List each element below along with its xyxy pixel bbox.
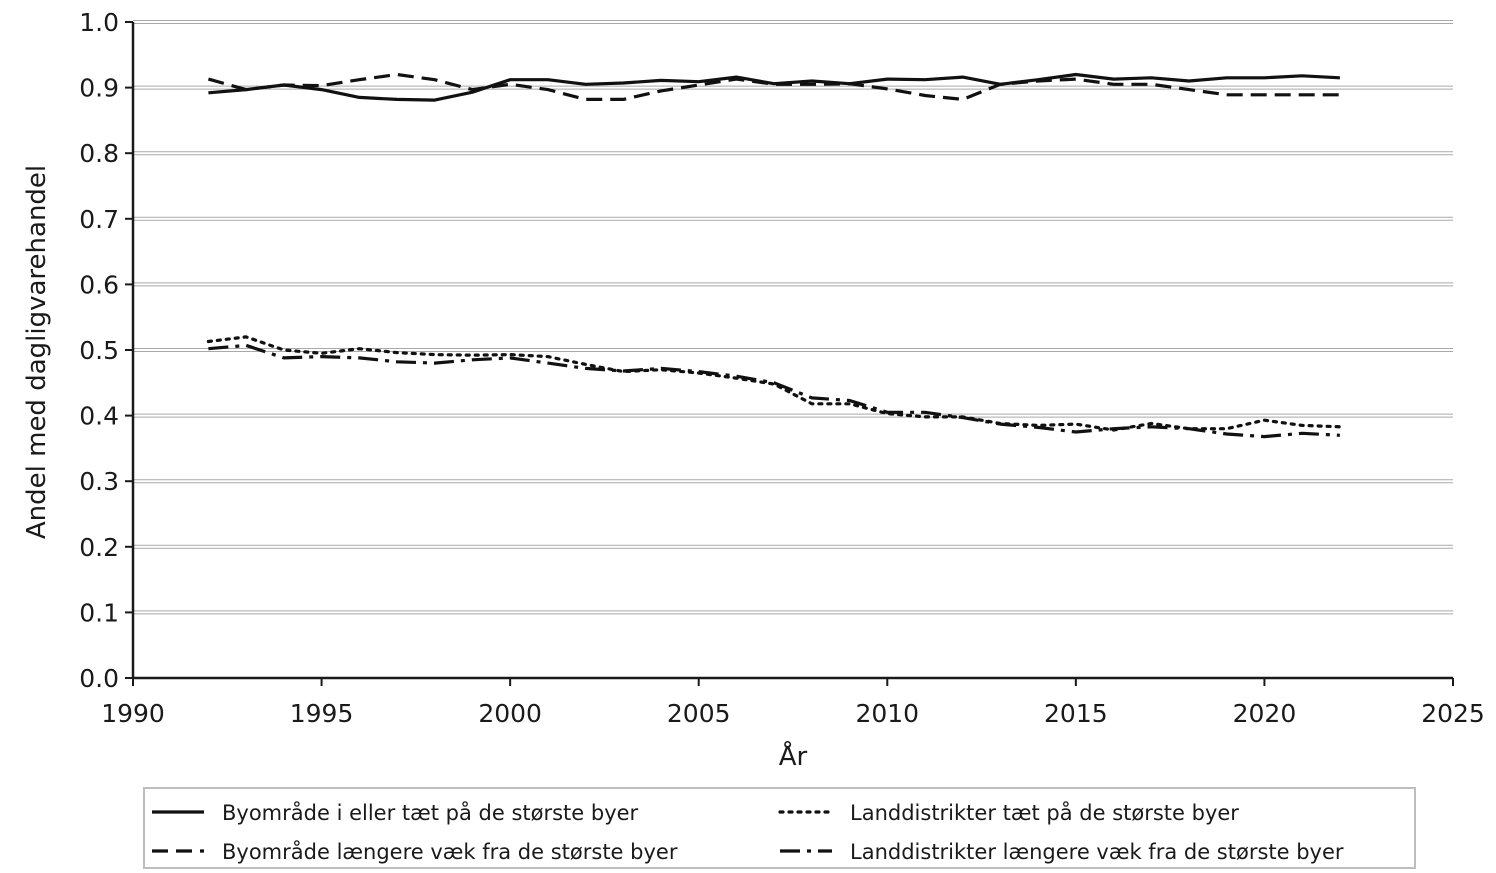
legend: Byområde i eller tæt på de største byer B…	[143, 787, 1416, 869]
gridlines	[133, 20, 1453, 615]
legend-label: Byområde i eller tæt på de største byer	[222, 800, 639, 825]
legend-label: Byområde længere væk fra de største byer	[222, 839, 678, 864]
x-tick-label: 2025	[1421, 699, 1485, 728]
y-tick-label: 0.2	[79, 533, 119, 562]
y-tick-label: 0.5	[79, 336, 119, 365]
y-tick-label: 1.0	[79, 8, 119, 37]
y-tick-label: 0.1	[79, 598, 119, 627]
x-tick-label: 2005	[667, 699, 731, 728]
y-tick-label: 0.8	[79, 139, 119, 168]
y-tick-label: 0.9	[79, 74, 119, 103]
x-tick-label: 2015	[1044, 699, 1108, 728]
legend-frame	[143, 787, 1416, 869]
axes	[125, 21, 1454, 686]
x-tick-label: 1990	[101, 699, 165, 728]
x-axis-title: År	[779, 740, 808, 772]
y-tick-label: 0.7	[79, 205, 119, 234]
series-line-1	[208, 72, 1340, 102]
tick-labels: 0.0 0.1 0.2 0.3 0.4 0.5 0.6 0.7 0.8 0.9 1.0 1990 199…	[79, 8, 1485, 728]
y-tick-label: 0.3	[79, 467, 119, 496]
x-tick-label: 2010	[855, 699, 919, 728]
y-tick-label: 0.0	[79, 664, 119, 693]
series-lines	[206, 72, 1342, 439]
legend-label: Landdistrikter længere væk fra de størst…	[850, 840, 1344, 864]
x-tick-label: 2000	[478, 699, 542, 728]
y-tick-label: 0.4	[79, 402, 119, 431]
series-line-4	[208, 343, 1340, 439]
x-tick-label: 2020	[1233, 699, 1297, 728]
x-tick-label: 1995	[290, 699, 354, 728]
y-tick-label: 0.6	[79, 270, 119, 299]
y-axis-title: Andel med dagligvarehandel	[22, 165, 52, 539]
legend-label: Landdistrikter tæt på de største byer	[850, 800, 1239, 825]
